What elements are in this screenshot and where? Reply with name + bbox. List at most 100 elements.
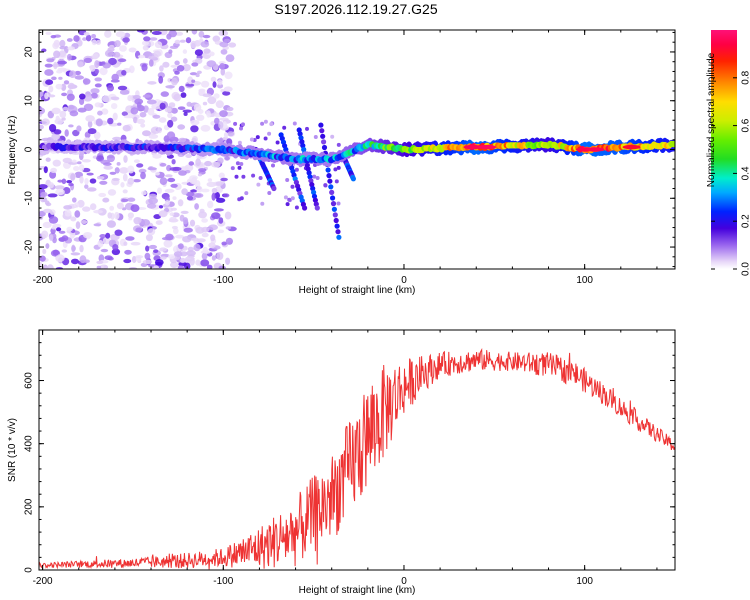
- spectrogram-noise-cell: [69, 110, 79, 117]
- spectrogram-noise-cell: [219, 41, 229, 48]
- spectrogram-noise-cell: [49, 171, 57, 179]
- spectrogram-noise-cell: [53, 39, 61, 48]
- spectrogram-noise-cell: [61, 178, 67, 185]
- spectrogram-noise-cell: [102, 197, 110, 203]
- spectrogram-data: [39, 30, 675, 269]
- spectrogram-noise-cell: [211, 255, 216, 261]
- spectrogram-noise-cell: [127, 177, 135, 185]
- spectrogram-noise-cell: [290, 184, 295, 189]
- spectrogram-noise-cell: [155, 220, 163, 226]
- spectrogram-noise-cell: [112, 112, 118, 121]
- spectrogram-noise-cell: [77, 107, 87, 113]
- spectrogram-noise-cell: [223, 86, 233, 92]
- spectrogram-noise-cell: [154, 259, 164, 266]
- spectrogram-noise-cell: [189, 257, 195, 266]
- spectrogram-noise-cell: [269, 122, 274, 127]
- spectrogram-streak-cell: [319, 128, 325, 134]
- spectrogram-noise-cell: [133, 116, 138, 124]
- spectrogram-noise-cell: [227, 131, 235, 137]
- spectrogram-noise-cell: [263, 119, 268, 124]
- spectrogram-noise-cell: [194, 203, 200, 210]
- spectrogram-noise-cell: [82, 78, 91, 85]
- spectrogram-noise-cell: [202, 101, 208, 106]
- spectrogram-noise-cell: [158, 205, 164, 209]
- spectrogram-noise-cell: [83, 57, 92, 64]
- spectrogram-noise-cell: [218, 217, 224, 224]
- spectrogram-noise-cell: [195, 259, 201, 266]
- spectrogram-noise-cell: [198, 31, 205, 38]
- spectrogram-noise-cell: [114, 40, 121, 48]
- spectrogram-noise-cell: [42, 221, 52, 229]
- spectrogram-noise-cell: [100, 248, 109, 253]
- spectrogram-noise-cell: [180, 210, 189, 214]
- spectrogram-noise-cell: [169, 212, 175, 217]
- spectrogram-noise-cell: [190, 125, 199, 133]
- spectrogram-noise-cell: [54, 185, 65, 190]
- spectrogram-noise-cell: [145, 234, 153, 242]
- spectrogram-noise-cell: [132, 179, 141, 183]
- spectrogram-noise-cell: [112, 136, 122, 141]
- spectrogram-streak-cell: [314, 205, 320, 211]
- spectrogram-streak-cell: [311, 189, 317, 195]
- spectrogram-noise-cell: [153, 50, 161, 58]
- spectrogram-noise-cell: [218, 265, 226, 269]
- spectrogram-noise-cell: [114, 211, 120, 220]
- spectrogram-noise-cell: [220, 89, 225, 93]
- spectrogram-noise-cell: [154, 41, 163, 49]
- spectrogram-noise-cell: [189, 178, 197, 184]
- spectrogram-noise-cell: [99, 234, 107, 239]
- spectrogram-noise-cell: [150, 126, 161, 134]
- spectrogram-noise-cell: [200, 259, 210, 267]
- spectrogram-noise-cell: [108, 57, 117, 66]
- spectrogram-noise-cell: [64, 129, 69, 137]
- spectrogram-noise-cell: [217, 157, 224, 164]
- spectrogram-noise-cell: [61, 83, 67, 92]
- colorbar-tick-label: 0.4: [741, 166, 750, 180]
- spectrogram-noise-cell: [282, 125, 287, 130]
- spectrogram-noise-cell: [70, 216, 77, 222]
- spectrogram-ridge-cell: [670, 140, 675, 148]
- snr-panel: -200 -100 0 100 0 200 400 600 Height of straigh…: [7, 329, 676, 596]
- spectrogram-noise-cell: [79, 255, 87, 264]
- spectrogram-noise-cell: [85, 34, 92, 42]
- snr-ylabel: SNR (10 * v/v): [7, 418, 18, 482]
- spectrogram-noise-cell: [59, 39, 66, 48]
- spectrogram-noise-cell: [201, 232, 209, 238]
- spectrogram-streak-cell: [296, 127, 302, 133]
- spectrogram-noise-cell: [186, 250, 196, 256]
- spectrogram-noise-cell: [275, 140, 280, 145]
- spectrogram-noise-cell: [75, 221, 81, 230]
- spectrogram-streak-cell: [297, 131, 303, 137]
- spectrogram-noise-cell: [173, 93, 181, 102]
- spectrogram-noise-cell: [287, 197, 292, 202]
- spectrogram-noise-cell: [121, 70, 127, 76]
- spectrogram-streak-cell: [313, 201, 319, 207]
- spectrogram-noise-cell: [133, 159, 140, 163]
- spectrogram-noise-cell: [315, 176, 320, 180]
- spectrogram-noise-cell: [196, 70, 202, 75]
- spectrogram-noise-cell: [206, 110, 211, 118]
- spectrogram-noise-cell: [206, 264, 213, 269]
- spectrogram-streak-cell: [302, 205, 308, 211]
- spectrogram-streak-cell: [318, 122, 324, 128]
- spectrogram-noise-cell: [128, 47, 137, 53]
- colorbar-gradient: [711, 30, 737, 269]
- spectrogram-noise-cell: [159, 102, 166, 110]
- spectrogram-streak-cell: [335, 229, 341, 235]
- spectrogram-noise-cell: [173, 227, 179, 235]
- spectrogram-noise-cell: [117, 122, 122, 126]
- spectrogram-noise-cell: [171, 225, 178, 230]
- spectrogram-noise-cell: [233, 121, 238, 126]
- spectrogram-noise-cell: [204, 160, 212, 167]
- spectrogram-noise-cell: [74, 70, 82, 76]
- spectrogram-streak-cell: [271, 185, 277, 192]
- spectrogram-noise-cell: [138, 168, 147, 174]
- spectrogram-noise-cell: [56, 227, 62, 232]
- spectrogram-noise-cell: [237, 165, 242, 170]
- spectrogram-noise-cell: [87, 120, 93, 128]
- spectrogram-noise-cell: [73, 166, 80, 171]
- spectrogram-noise-cell: [39, 107, 46, 115]
- spectrogram-noise-cell: [90, 203, 97, 211]
